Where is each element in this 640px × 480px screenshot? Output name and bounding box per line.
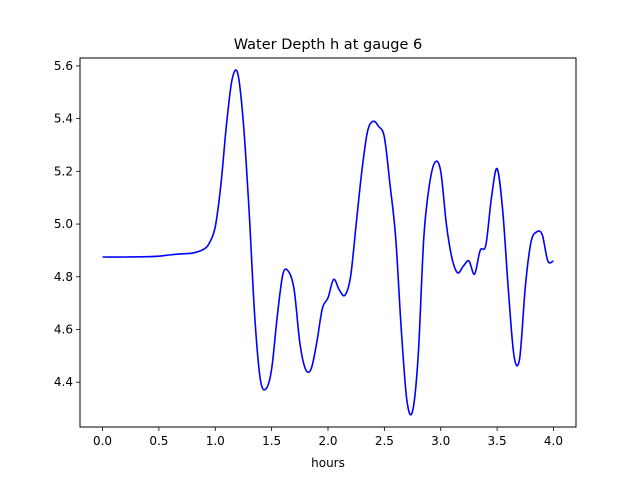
- chart-title: Water Depth h at gauge 6: [234, 37, 422, 53]
- y-tick-label: 5.0: [54, 217, 73, 231]
- axes-frame: [79, 57, 577, 428]
- x-tick-label: 0.5: [149, 434, 168, 448]
- y-tick-label: 4.4: [54, 375, 73, 389]
- x-tick-label: 2.5: [375, 434, 394, 448]
- x-tick-label: 1.5: [262, 434, 281, 448]
- x-axis-label: hours: [311, 456, 345, 470]
- plot-area: [102, 69, 554, 416]
- x-tick-label: 3.0: [431, 434, 450, 448]
- x-axis-ticks: 0.0 0.5 1.0 1.5 2.0 2.5 3.0 3.5 4.0: [93, 427, 563, 448]
- x-tick-label: 2.0: [318, 434, 337, 448]
- y-tick-label: 5.6: [54, 59, 73, 73]
- x-tick-label: 3.5: [488, 434, 507, 448]
- y-tick-label: 5.4: [54, 112, 73, 126]
- y-tick-label: 5.2: [54, 164, 73, 178]
- series-line-0: [102, 69, 554, 416]
- y-axis-ticks: 4.4 4.6 4.8 5.0 5.2 5.4 5.6: [54, 59, 80, 389]
- y-tick-label: 4.6: [54, 322, 73, 336]
- x-tick-label: 4.0: [544, 434, 563, 448]
- y-tick-label: 4.8: [54, 270, 73, 284]
- x-tick-label: 0.0: [93, 434, 112, 448]
- x-tick-label: 1.0: [206, 434, 225, 448]
